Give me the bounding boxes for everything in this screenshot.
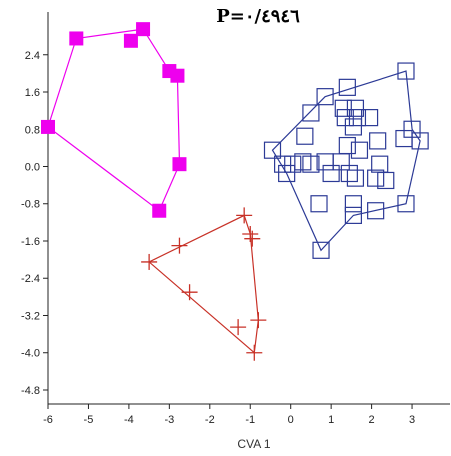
x-tick-label: -3 <box>164 414 174 426</box>
group-3-point <box>334 99 352 117</box>
x-tick-label: -2 <box>205 414 215 426</box>
y-tick-label: -1.6 <box>21 236 40 248</box>
group-3-point <box>296 127 314 145</box>
group-3-point <box>367 202 385 220</box>
group-2-point <box>250 312 267 329</box>
group-1-point <box>152 203 167 218</box>
group-3-point <box>310 195 328 213</box>
x-tick-label: -6 <box>43 414 53 426</box>
group-3-hull <box>271 70 421 252</box>
group-3-point <box>278 164 296 183</box>
x-tick-label: 3 <box>409 414 415 426</box>
group-3-point <box>322 164 340 183</box>
x-axis-title: CVA 1 <box>237 437 270 451</box>
group-3-point <box>346 169 365 187</box>
x-tick-label: 1 <box>328 414 334 426</box>
group-3-point <box>367 169 385 187</box>
group-3-point <box>312 241 330 259</box>
group-3-point <box>302 104 320 122</box>
group-1-point <box>41 119 55 134</box>
group-2-point <box>236 207 253 224</box>
group-3-point <box>344 206 362 224</box>
group-3-point <box>344 118 362 136</box>
y-tick-label: -4.8 <box>21 385 40 397</box>
group-3-point <box>350 141 369 159</box>
group-1-point <box>69 31 84 46</box>
group-3-point <box>338 78 356 96</box>
y-tick-label: -3.2 <box>21 310 40 322</box>
chart-title: P=٠/٤٩٤٦ <box>216 6 300 27</box>
group-1-point <box>172 157 187 172</box>
group-2-hull <box>148 214 259 354</box>
y-tick-label: -2.4 <box>21 273 40 285</box>
group-3-point <box>284 155 302 173</box>
group-1-point <box>136 22 151 37</box>
group-1-point <box>170 68 185 83</box>
y-tick-label: -4.0 <box>21 348 40 360</box>
data-points <box>41 22 429 361</box>
group-3-point <box>274 155 292 173</box>
group-3-point <box>397 62 415 80</box>
axes: -6 -5 -4 -3 -2 -1 0 1 2 3 2.4 1.6 0.8 0.0 -0.8 -1.6 -2.4… <box>21 12 450 426</box>
y-tick-label: 0.0 <box>25 162 40 174</box>
group-3-point <box>340 164 358 183</box>
group-3-point <box>360 109 379 127</box>
x-tick-label: 2 <box>369 414 375 426</box>
group-3-point <box>338 136 356 155</box>
group-2-point <box>171 237 188 254</box>
group-3-point <box>346 99 365 117</box>
group-2-point <box>244 230 261 247</box>
group-3-point <box>344 195 362 213</box>
group-hulls <box>47 28 421 354</box>
group-2-point <box>246 344 263 361</box>
group-2-point <box>230 319 247 336</box>
group-3-point <box>302 155 320 173</box>
x-tick-label: -4 <box>124 414 134 426</box>
group-2-point <box>181 284 198 301</box>
group-3-point <box>369 132 387 150</box>
group-1-point <box>123 33 138 48</box>
x-tick-label: 0 <box>288 414 294 426</box>
group-1-hull <box>47 28 181 212</box>
group-3-point <box>316 88 334 106</box>
group-2-point <box>242 226 259 243</box>
x-tick-label: -5 <box>84 414 94 426</box>
group-2-point <box>141 253 158 270</box>
y-tick-label: 0.8 <box>25 124 40 136</box>
group-3-point <box>348 109 367 127</box>
y-tick-label: -0.8 <box>21 199 40 211</box>
x-tick-label: -1 <box>245 414 255 426</box>
group-3-point <box>263 141 282 159</box>
group-3-point <box>377 171 395 190</box>
group-3-point <box>411 132 429 150</box>
y-tick-label: 1.6 <box>25 87 40 99</box>
group-3-point <box>397 195 415 213</box>
y-tick-label: 2.4 <box>25 50 40 62</box>
